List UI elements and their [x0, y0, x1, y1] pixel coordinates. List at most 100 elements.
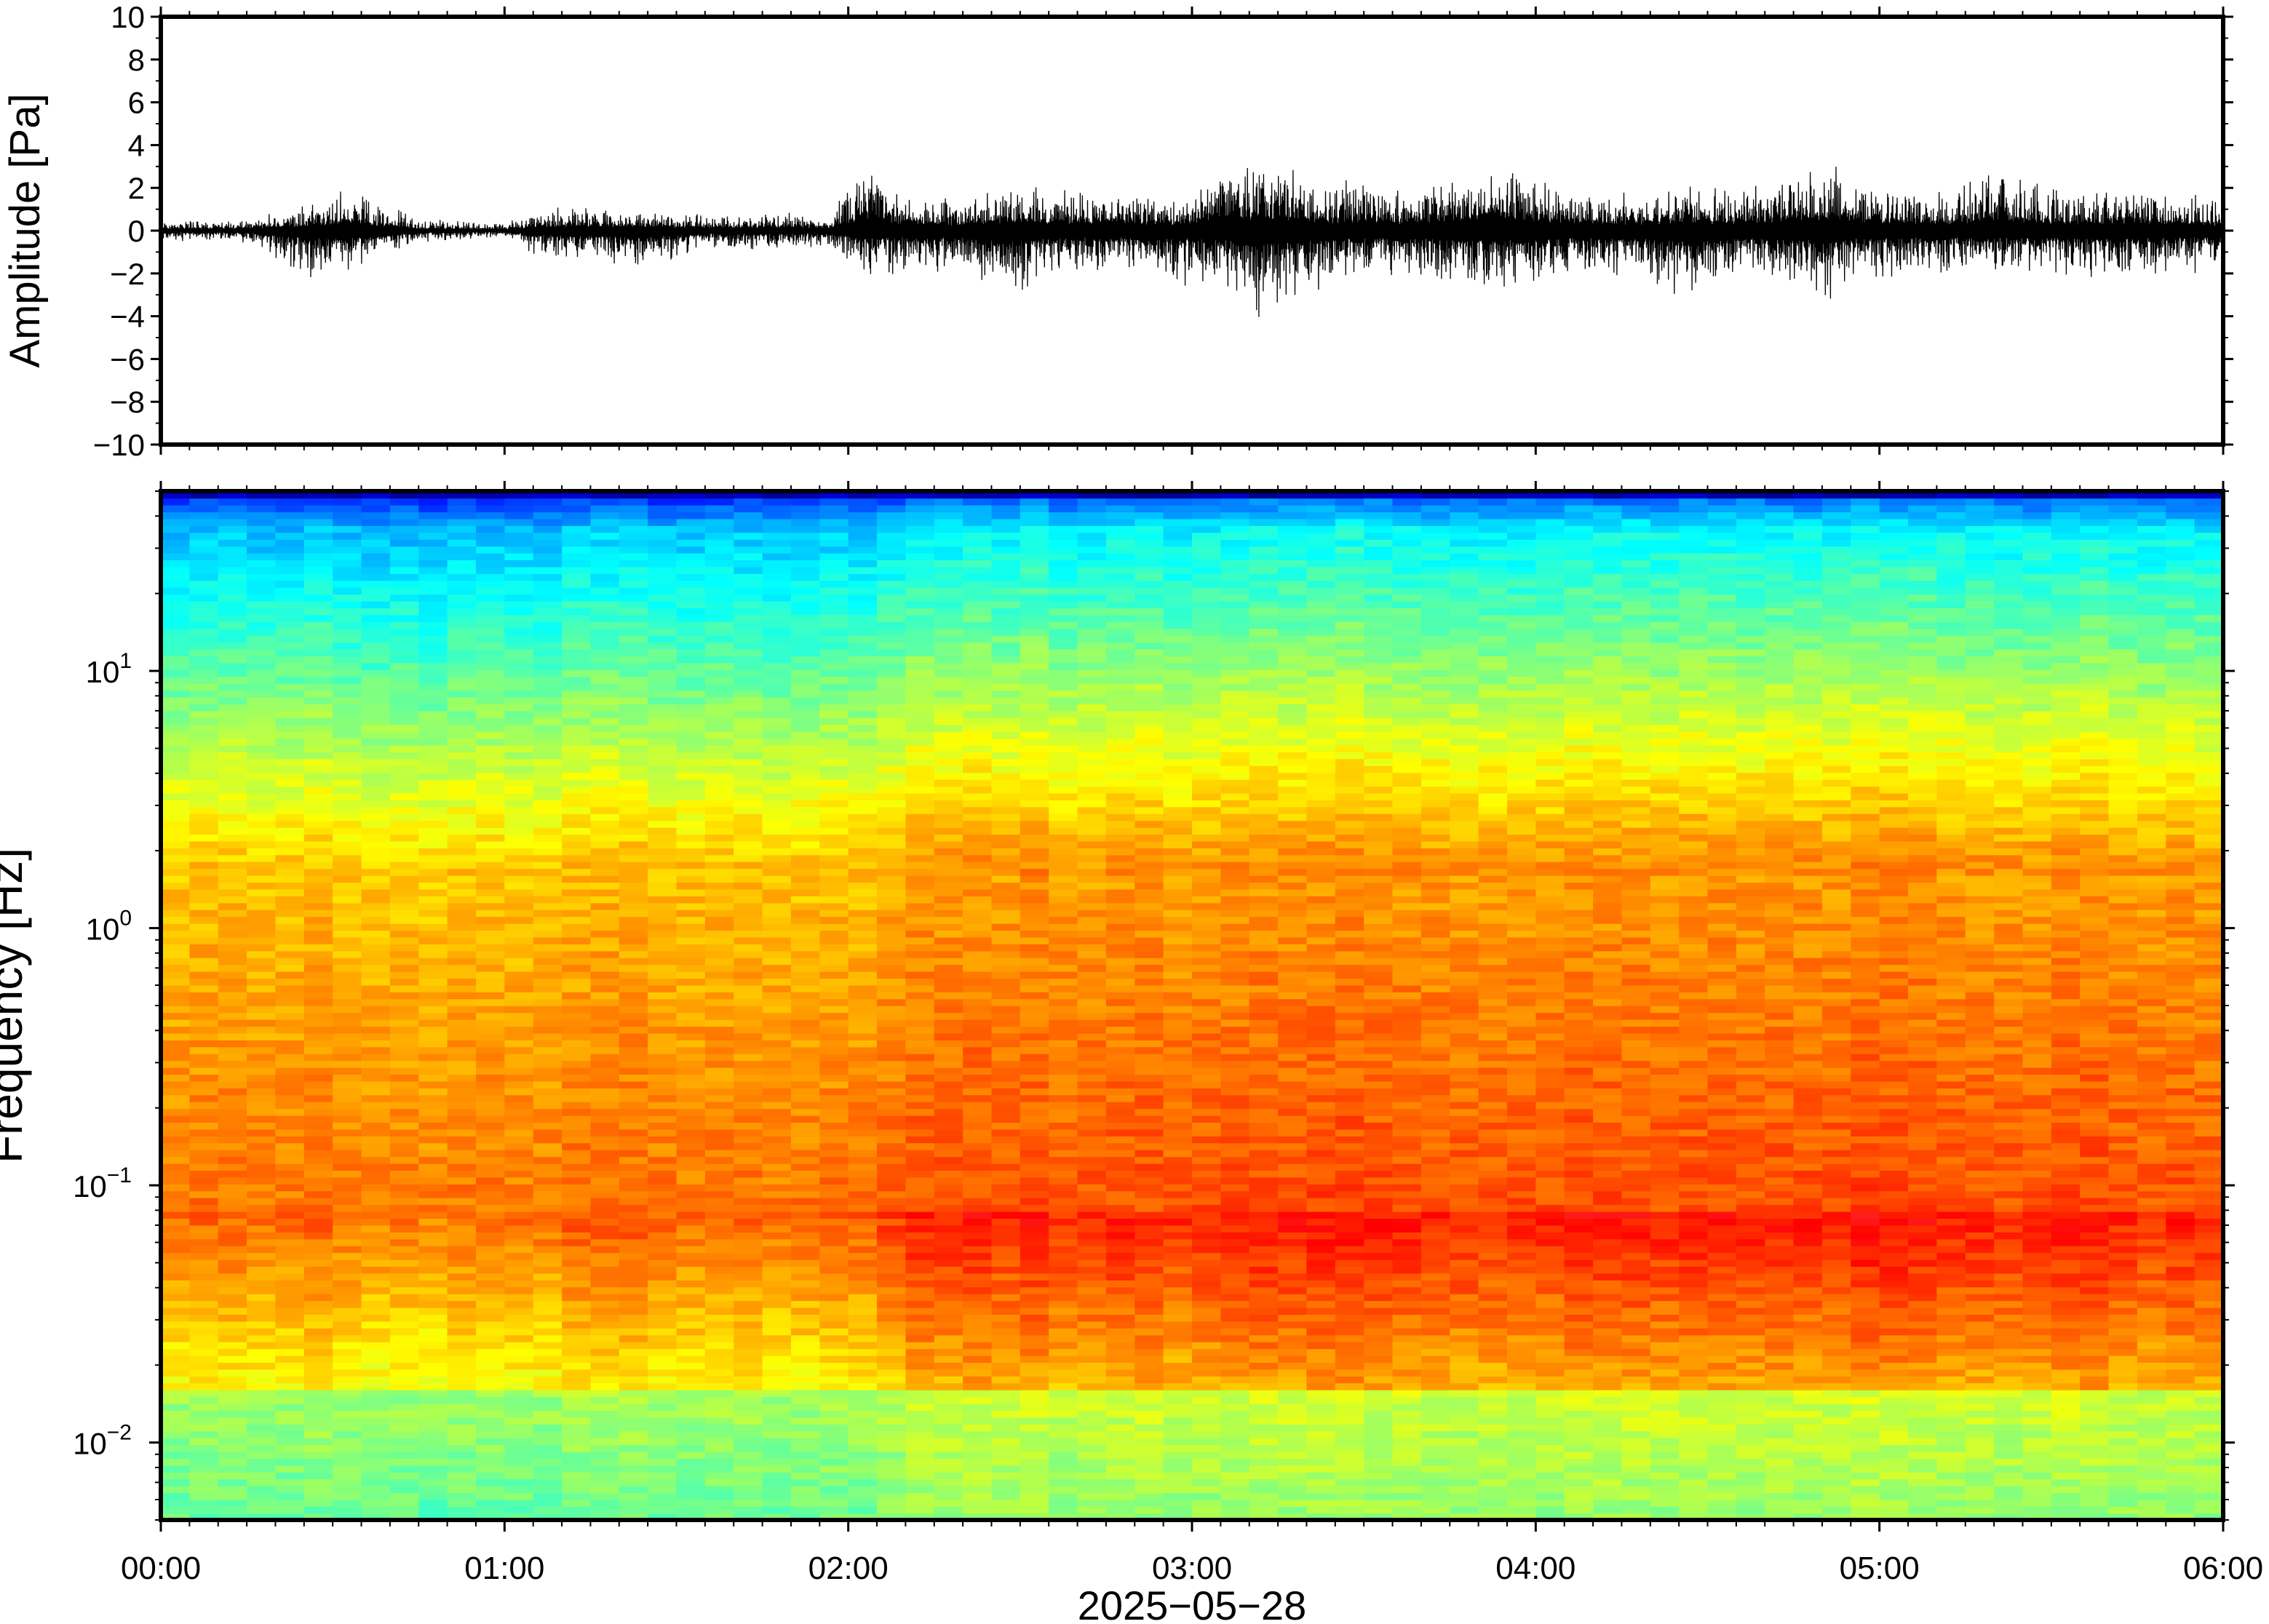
spectrogram-cell	[877, 560, 907, 568]
spectrogram-cell	[562, 648, 592, 656]
spectrogram-cell	[877, 752, 907, 760]
spectrogram-cell	[1020, 984, 1049, 992]
spectrogram-cell	[877, 971, 907, 979]
spectrogram-cell	[963, 1307, 993, 1315]
spectrogram-cell	[1020, 958, 1049, 966]
spectrogram-cell	[590, 1252, 620, 1260]
spectrogram-cell	[533, 1417, 563, 1425]
spectrogram-cell	[648, 1499, 677, 1507]
spectrogram-cell	[704, 710, 735, 718]
spectrogram-cell	[275, 512, 305, 520]
spectrogram-cell	[1020, 1142, 1049, 1150]
spectrogram-cell	[619, 724, 648, 732]
spectrogram-cell	[275, 923, 305, 931]
spectrogram-cell	[819, 820, 849, 828]
spectrogram-cell	[303, 813, 333, 821]
spectrogram-cell	[418, 1293, 448, 1302]
spectrogram-cell	[447, 1348, 477, 1356]
spectrogram-cell	[676, 820, 706, 828]
spectrogram-cell	[476, 1156, 506, 1164]
spectrogram-cell	[790, 772, 821, 780]
spectrogram-cell	[476, 1513, 506, 1520]
spectrogram-cell	[361, 806, 391, 814]
spectrogram-cell	[676, 868, 706, 876]
spectrogram-cell	[476, 1430, 506, 1438]
spectrogram-cell	[1049, 1054, 1078, 1062]
spectrogram-cell	[533, 1102, 563, 1110]
spectrogram-cell	[619, 1245, 648, 1254]
spectrogram-cell	[275, 1451, 305, 1459]
spectrogram-cell	[934, 676, 963, 684]
spectrogram-cell	[361, 1259, 391, 1267]
spectrogram-cell	[303, 1341, 333, 1350]
spectrogram-cell	[161, 813, 191, 821]
spectrogram-cell	[1049, 792, 1078, 800]
spectrogram-cell	[275, 1273, 305, 1281]
spectrogram-cell	[389, 491, 420, 499]
spectrogram-cell	[790, 1355, 821, 1363]
spectrogram-cell	[389, 628, 420, 636]
spectrogram-cell	[247, 1156, 277, 1164]
spectrogram-cell	[848, 1506, 878, 1514]
spectrogram-cell	[762, 1444, 792, 1452]
spectrogram-cell	[1020, 704, 1049, 712]
spectrogram-cell	[161, 992, 191, 1000]
spectrogram-cell	[1020, 1108, 1049, 1116]
spectrogram-cell	[189, 1437, 219, 1446]
spectrogram-cell	[734, 840, 763, 848]
waveform-trace	[161, 167, 2223, 317]
spectrogram-cell	[877, 635, 907, 643]
spectrogram-cell	[447, 628, 477, 636]
spectrogram-cell	[648, 552, 677, 560]
spectrogram-cell	[590, 868, 620, 876]
spectrogram-cell	[303, 724, 333, 732]
spectrogram-cell	[447, 566, 477, 574]
spectrogram-cell	[648, 621, 677, 629]
spectrogram-cell	[762, 792, 792, 800]
spectrogram-cell	[648, 669, 677, 677]
spectrogram-cell	[762, 1184, 792, 1192]
spectrogram-cell	[934, 1054, 963, 1062]
spectrogram-cell	[648, 1300, 677, 1308]
spectrogram-cell	[333, 690, 362, 698]
spectrogram-cell	[504, 1040, 534, 1048]
spectrogram-cell	[476, 1190, 506, 1198]
spectrogram-cell	[418, 1122, 448, 1130]
spectrogram-cell	[161, 512, 191, 520]
spectrogram-cell	[218, 1424, 247, 1432]
spectrogram-cell	[619, 744, 648, 752]
spectrogram-cell	[648, 1444, 677, 1452]
spectrogram-cell	[361, 1238, 391, 1246]
spectrogram-cell	[189, 552, 219, 560]
spectrogram-cell	[819, 580, 849, 588]
spectrogram-cell	[1020, 1478, 1049, 1486]
spectrogram-cell	[333, 834, 362, 842]
spectrogram-cell	[734, 1067, 763, 1075]
spectrogram-cell	[189, 1424, 219, 1432]
spectrogram-cell	[447, 1080, 477, 1088]
spectrogram-cell	[1049, 600, 1078, 608]
spectrogram-cell	[676, 1197, 706, 1206]
spectrogram-cell	[648, 1108, 677, 1116]
spectrogram-cell	[533, 1225, 563, 1233]
spectrogram-cell	[333, 1403, 362, 1411]
spectrogram-cell	[333, 628, 362, 636]
spectrogram-cell	[533, 1156, 563, 1164]
spectrogram-cell	[361, 1341, 391, 1350]
spectrogram-cell	[161, 1430, 191, 1438]
spectrogram-cell	[247, 820, 277, 828]
spectrogram-cell	[361, 1197, 391, 1206]
spectrogram-cell	[562, 662, 592, 670]
spectrogram-cell	[877, 1067, 907, 1075]
spectrogram-cell	[963, 916, 993, 924]
spectrogram-cell	[218, 820, 247, 828]
spectrogram-cell	[476, 1046, 506, 1054]
spectrogram-cell	[161, 1225, 191, 1233]
spectrogram-cell	[1049, 752, 1078, 760]
spectrogram-cell	[1049, 923, 1078, 931]
spectrogram-cell	[562, 888, 592, 896]
spectrogram-cell	[590, 676, 620, 684]
spectrogram-cell	[476, 1080, 506, 1088]
spectrogram-cell	[590, 648, 620, 656]
spectrogram-cell	[504, 1430, 534, 1438]
